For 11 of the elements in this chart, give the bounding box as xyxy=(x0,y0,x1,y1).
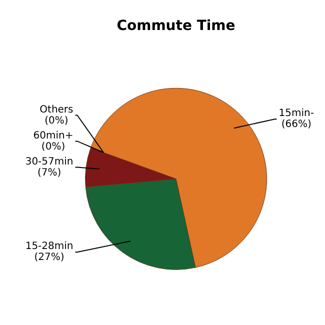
text: (0%) xyxy=(41,141,66,152)
category-label: 60min+ xyxy=(33,130,74,142)
slice-label: 30-57min xyxy=(25,156,74,168)
data-label: (66%) xyxy=(281,119,312,130)
category-label: Others xyxy=(40,104,74,116)
chart-title: Commute Time xyxy=(116,18,236,34)
text: (0%) xyxy=(44,115,68,126)
slice-label: 15-28min xyxy=(25,241,74,252)
data-label: (7%) xyxy=(37,167,62,178)
slice-label: 15min- xyxy=(278,108,314,120)
data-label: (27%) xyxy=(34,252,64,264)
